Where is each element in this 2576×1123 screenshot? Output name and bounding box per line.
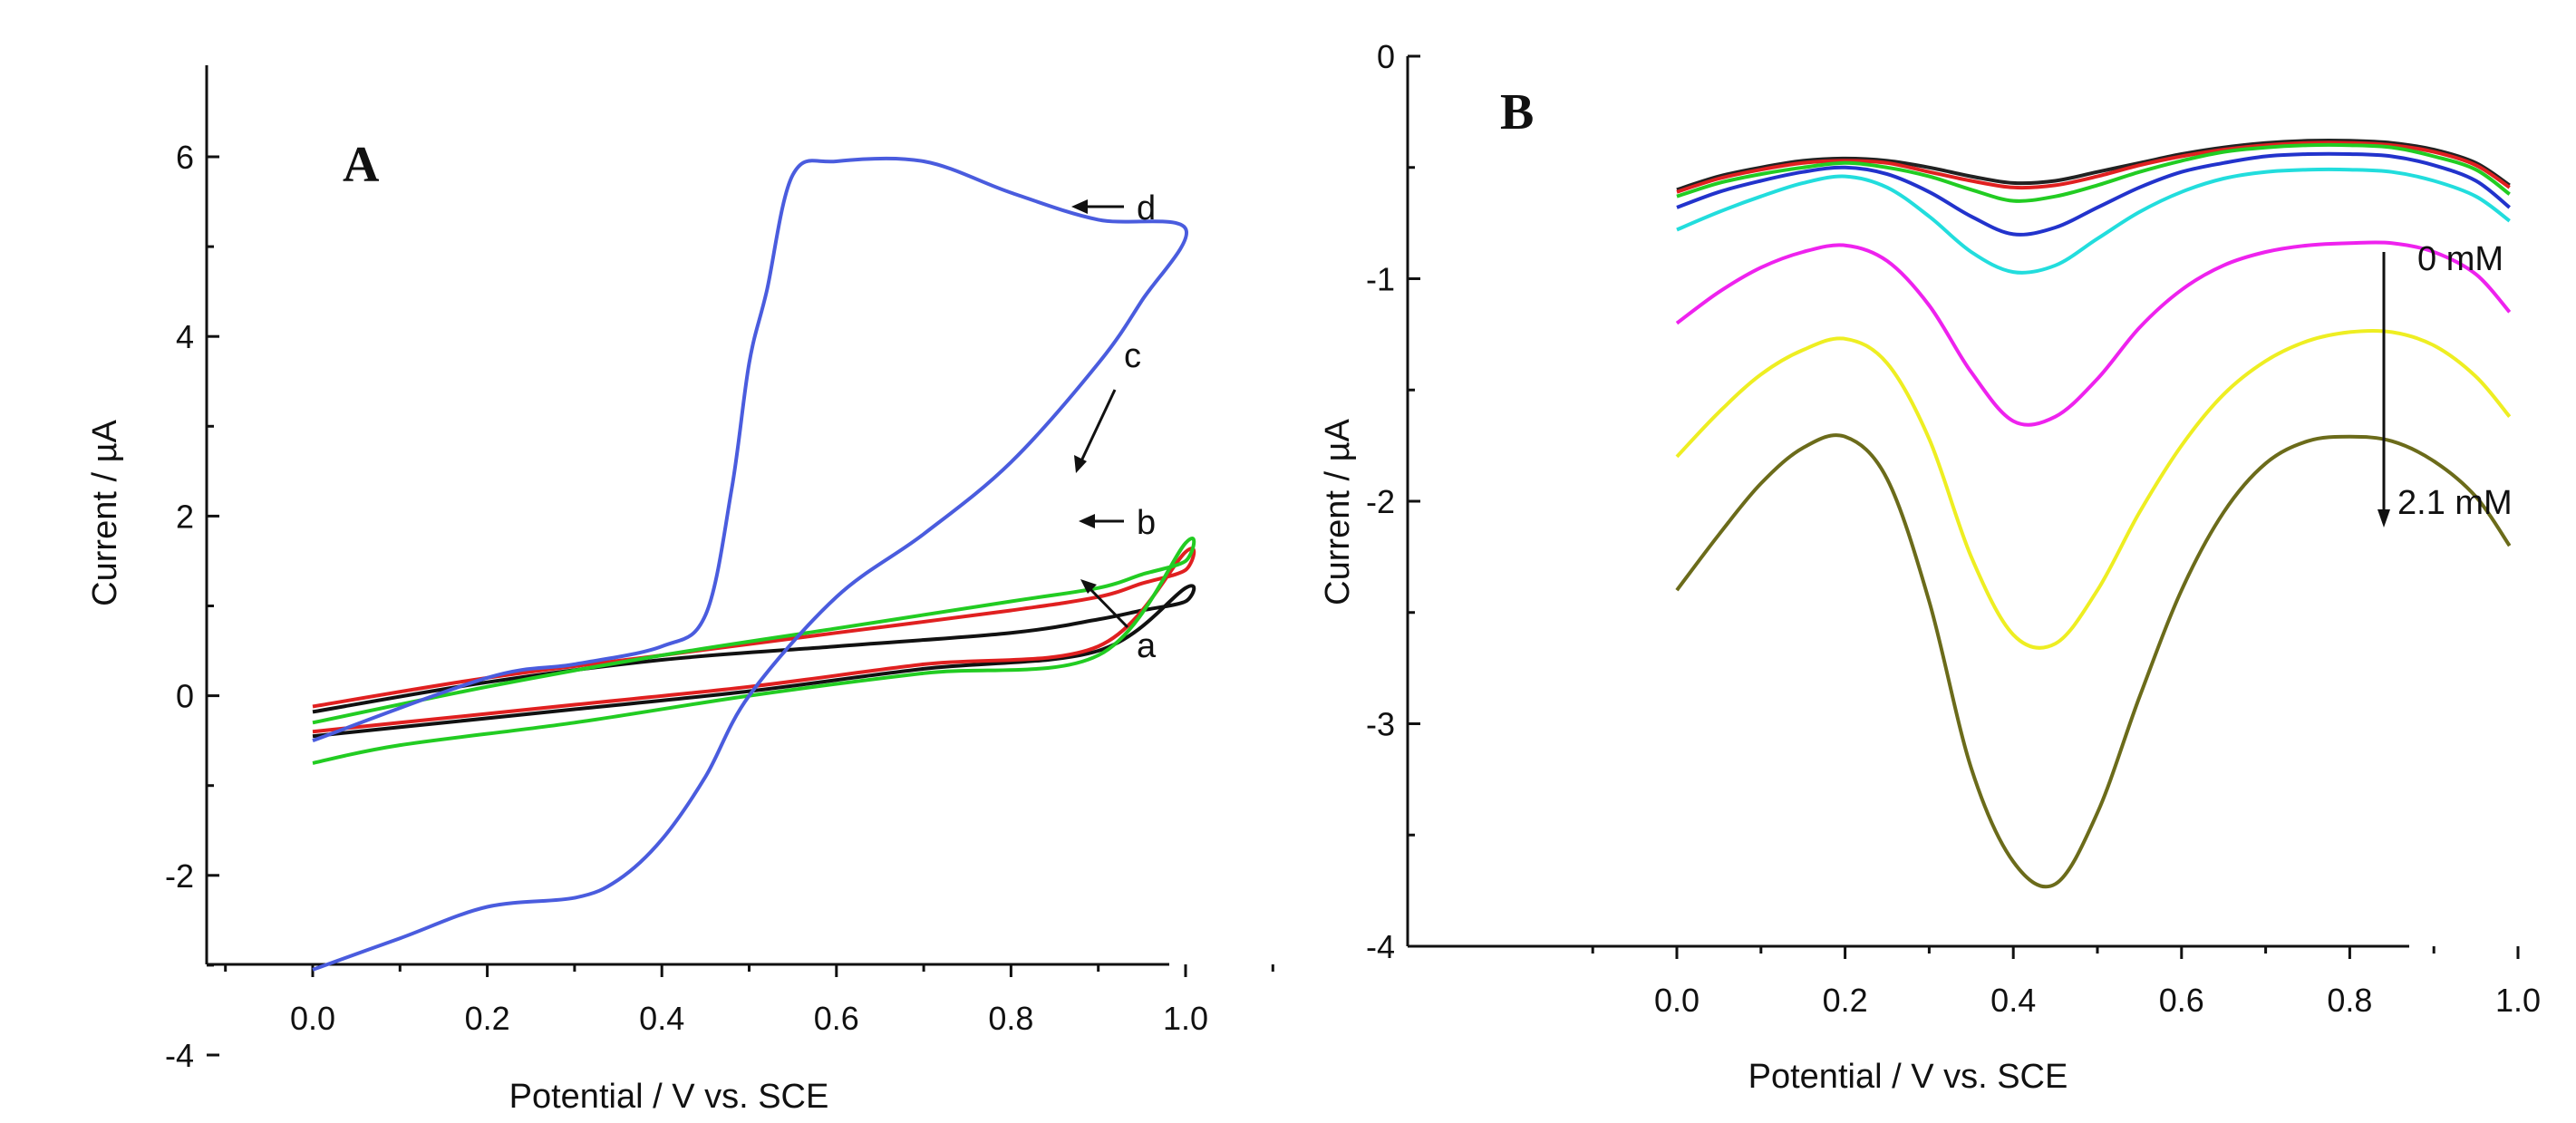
panel-b-x-label: Potential / V vs. SCE <box>1748 1058 2068 1096</box>
annotation-b-label: b <box>1137 504 1156 542</box>
annotation-a-label: a <box>1137 627 1157 665</box>
panel-b-y-tick-label: 0 <box>1377 38 1395 75</box>
panel-b-x-tick-label: 0.4 <box>1990 982 2036 1019</box>
panel-a-x-ticks: 0.0 0.2 0.4 0.6 0.8 1.0 <box>224 964 1274 1037</box>
panel-b-y-tick-label: -1 <box>1366 261 1395 298</box>
panel-a-x-label: Potential / V vs. SCE <box>509 1078 829 1116</box>
panel-a-x-tick-label: 0.4 <box>639 1000 684 1037</box>
panel-b-y-tick-label: -2 <box>1366 483 1395 520</box>
panel-b-curve-2-1-mm <box>1675 433 2512 889</box>
panel-a-x-tick-label: 0.2 <box>465 1000 510 1037</box>
panel-a-curve-c <box>312 536 1196 765</box>
panel-b-curve-s7 <box>1675 328 2512 650</box>
panel-a-curves <box>312 156 1196 972</box>
concentration-arrowhead <box>2377 509 2390 528</box>
panel-a-x-tick-label: 0.8 <box>988 1000 1033 1037</box>
panel-a-annotations: d c b a <box>1071 189 1157 665</box>
panel-a-x-tick-label: 1.0 <box>1163 1000 1208 1037</box>
panel-b-curves <box>1675 139 2512 889</box>
panel-a-x-tick-label: 0.0 <box>290 1000 335 1037</box>
panel-b-x-tick-label: 0.0 <box>1654 982 1700 1019</box>
panel-b-x-tick-label: 0.2 <box>1823 982 1868 1019</box>
panel-b-y-ticks: -4 -3 -2 -1 0 <box>1366 38 1420 965</box>
panel-a-letter: A <box>343 137 380 193</box>
panel-b-curve-s6 <box>1675 240 2512 427</box>
annotation-b-arrowhead <box>1079 514 1095 528</box>
annotation-a-arrowhead <box>1080 579 1097 594</box>
panel-a-curve-d <box>312 156 1189 972</box>
panel-b-y-tick-label: -4 <box>1366 928 1395 965</box>
panel-b-curve-0-mm <box>1676 139 2511 192</box>
panel-a-x-tick-label: 0.6 <box>814 1000 859 1037</box>
panel-b-y-tick-label: -3 <box>1366 706 1395 743</box>
panel-b: -4 -3 -2 -1 0 0.0 0.2 0.4 0.6 0.8 1.0 B Current /… <box>1319 38 2541 1096</box>
panel-b-y-label: Current / µA <box>1319 419 1357 605</box>
panel-b-x-tick-label: 0.6 <box>2159 982 2204 1019</box>
panel-a-y-tick-label: -2 <box>165 857 194 895</box>
panel-b-curve-s2 <box>1676 140 2511 194</box>
annotation-c-arrow <box>1077 389 1117 468</box>
panel-b-concentration-arrow: 0 mM 2.1 mM <box>2377 240 2513 528</box>
panel-a-y-tick-label: 0 <box>176 678 194 715</box>
panel-a: -4 -2 0 2 4 6 0.0 0.2 0.4 0.6 0.8 1.0 A Current / … <box>86 65 1274 1116</box>
panel-a-curve-a <box>312 584 1196 739</box>
panel-b-curve-s3 <box>1676 142 2511 203</box>
panel-a-y-ticks: -4 -2 0 2 4 6 <box>165 139 219 1074</box>
annotation-c-label: c <box>1124 337 1141 375</box>
panel-b-curve-s5 <box>1676 167 2511 275</box>
panel-b-x-ticks: 0.0 0.2 0.4 0.6 0.8 1.0 <box>1591 946 2541 1019</box>
concentration-start-label: 0 mM <box>2417 240 2503 278</box>
panel-a-y-label: Current / µA <box>86 420 124 606</box>
annotation-c-arrowhead <box>1074 455 1087 473</box>
panel-b-curve-s4 <box>1676 151 2511 237</box>
panel-a-y-tick-label: -4 <box>165 1037 194 1074</box>
panel-b-x-tick-label: 1.0 <box>2495 982 2541 1019</box>
annotation-a-arrow <box>1084 583 1129 629</box>
panel-a-y-tick-label: 6 <box>176 139 194 176</box>
panel-b-x-tick-label: 0.8 <box>2327 982 2372 1019</box>
panel-a-y-tick-label: 4 <box>176 318 194 355</box>
annotation-d-label: d <box>1137 189 1156 228</box>
panel-b-letter: B <box>1500 84 1534 140</box>
panel-a-y-tick-label: 2 <box>176 498 194 535</box>
concentration-end-label: 2.1 mM <box>2397 484 2513 522</box>
annotation-d-arrowhead <box>1071 199 1088 214</box>
